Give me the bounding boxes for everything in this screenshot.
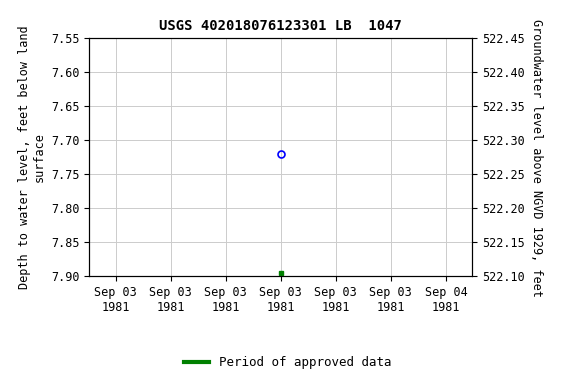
Y-axis label: Groundwater level above NGVD 1929, feet: Groundwater level above NGVD 1929, feet (530, 18, 543, 296)
Y-axis label: Depth to water level, feet below land
surface: Depth to water level, feet below land su… (17, 26, 46, 289)
Title: USGS 402018076123301 LB  1047: USGS 402018076123301 LB 1047 (160, 19, 402, 33)
Legend: Period of approved data: Period of approved data (179, 351, 397, 374)
